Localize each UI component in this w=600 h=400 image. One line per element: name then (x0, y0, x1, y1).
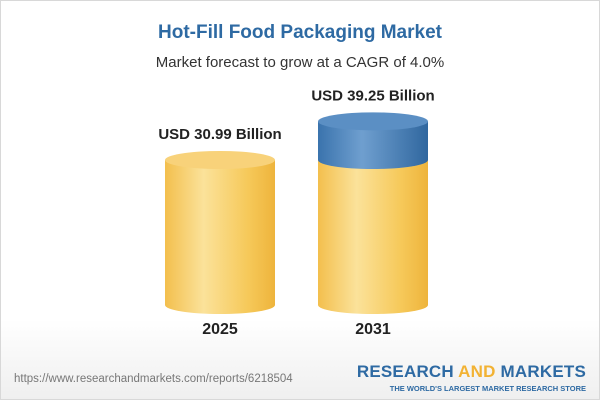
logo: RESEARCH AND MARKETS THE WORLD'S LARGEST… (356, 362, 586, 393)
bar-2031-base-body (318, 160, 428, 314)
chart-title: Hot-Fill Food Packaging Market (158, 22, 442, 43)
bar-2031-growth-top (318, 112, 428, 131)
bar-2025-body (165, 160, 275, 314)
data-label: USD 39.25 Billion (311, 87, 434, 104)
x-tick-label: 2031 (355, 321, 391, 338)
bar-2031-growth-body (318, 121, 428, 169)
chart-subtitle: Market forecast to grow at a CAGR of 4.0… (155, 54, 445, 71)
data-label: USD 30.99 Billion (158, 126, 281, 143)
x-tick-label: 2025 (202, 321, 238, 338)
bar-2025-top (165, 151, 275, 169)
source-url[interactable]: https://www.researchandmarkets.com/repor… (14, 373, 293, 385)
